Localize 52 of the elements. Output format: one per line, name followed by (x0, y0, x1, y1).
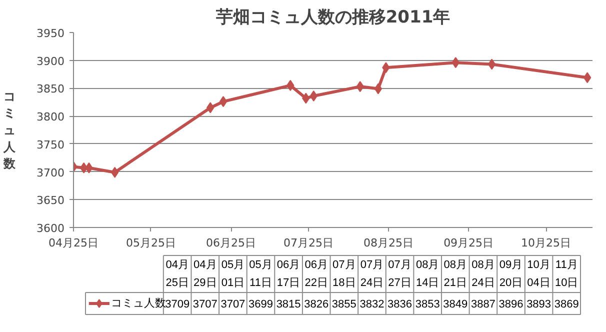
text: 10月 04日 (527, 259, 550, 289)
text: 3896 (498, 298, 524, 310)
text: 11月 10日 (554, 259, 578, 289)
text: 05月 11日 (249, 259, 272, 289)
text: 07月 27日 (388, 259, 412, 289)
text: 3707 (192, 298, 218, 310)
text: 3836 (388, 298, 412, 310)
text: 04月 29日 (194, 259, 217, 289)
x-tick-label: 09月25日 (444, 236, 494, 250)
text: 3869 (554, 298, 579, 310)
text: 09月 20日 (499, 259, 523, 289)
x-tick-label: 05月25日 (126, 236, 176, 250)
point (488, 58, 496, 70)
y-tick-label: 3900 (36, 54, 65, 68)
chart-title: 芋畑コミュ人数の推移2011年 (214, 8, 450, 28)
text: 3887 (470, 298, 496, 310)
text: 3709 (165, 298, 190, 310)
text: 07月 24日 (360, 259, 384, 289)
text: 08月 24日 (472, 259, 495, 289)
y-tick-label: 3650 (36, 194, 65, 208)
text: 3849 (443, 298, 468, 310)
text: 3855 (332, 298, 356, 310)
text: 3826 (304, 298, 329, 310)
x-tick-label: 07月25日 (283, 236, 334, 250)
x-tick-label: 06月25日 (206, 236, 256, 250)
text: 06月 17日 (276, 259, 300, 289)
point (374, 83, 382, 94)
text: 3707 (220, 298, 246, 310)
text: 07月 18日 (332, 259, 356, 289)
x-tick-label: 10月25日 (521, 236, 572, 250)
x-tick-label: 08月25日 (364, 236, 414, 250)
text: 06月 22日 (304, 259, 328, 289)
y-tick-label: 3750 (36, 138, 65, 152)
y-tick-label: 3950 (36, 27, 65, 40)
text: 3893 (526, 298, 552, 310)
text: 3815 (276, 298, 301, 310)
text: 3853 (415, 298, 440, 310)
text: 08月 21日 (444, 259, 468, 289)
text: 04月 25日 (166, 259, 189, 289)
y-tick-label: 3800 (36, 110, 65, 124)
y-tick-label: 3600 (36, 222, 65, 235)
legend-label: コミュ人数 (111, 298, 166, 310)
y-tick-label: 3850 (36, 82, 65, 96)
point (110, 166, 119, 178)
y-axis-title: コミュ人数 (2, 89, 17, 171)
text: 3699 (248, 298, 273, 310)
text: 05月 01日 (221, 259, 245, 289)
point (219, 96, 228, 108)
x-tick-label: 04月25日 (48, 236, 99, 250)
text: 3832 (360, 298, 384, 310)
text: 08月 14日 (416, 259, 440, 289)
y-tick-label: 3700 (36, 166, 65, 180)
